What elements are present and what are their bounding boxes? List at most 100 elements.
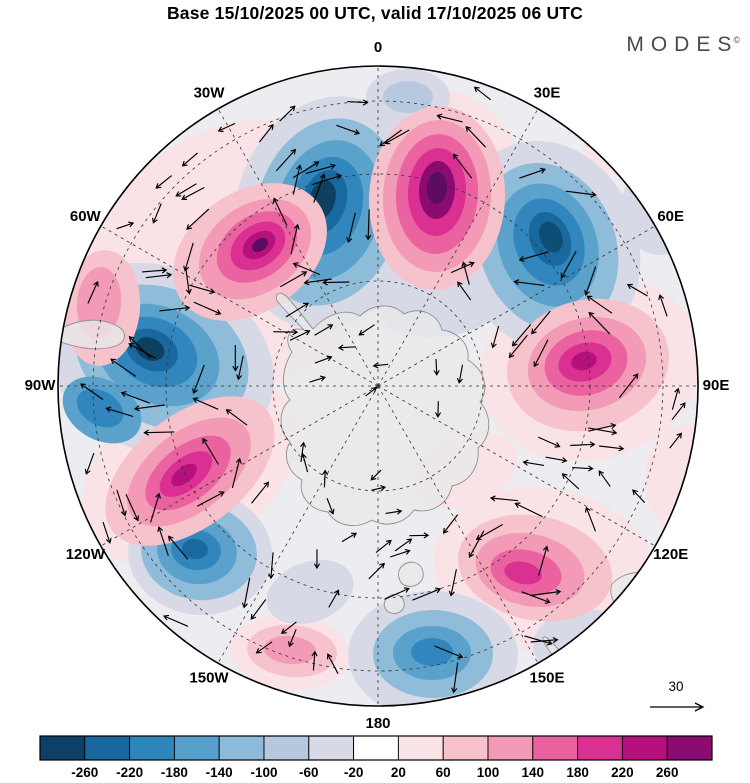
colorbar-segment xyxy=(353,735,399,761)
wind-arrow xyxy=(513,279,545,286)
wind-arrow xyxy=(155,175,173,189)
wind-arrow xyxy=(632,489,646,503)
colorbar: -260 -220 -180 -140 -100 -60 -20 20 60 100 140 180 2… xyxy=(39,735,713,780)
colorbar-tick-label: 100 xyxy=(477,765,500,780)
wind-arrow xyxy=(183,242,194,272)
wind-arrow xyxy=(217,122,236,133)
wind-arrow xyxy=(273,197,288,226)
colorbar-tick-label: 140 xyxy=(522,765,545,780)
longitude-label: 60E xyxy=(657,208,684,225)
wind-arrow xyxy=(128,343,156,359)
wind-arrow xyxy=(193,301,222,315)
wind-arrow xyxy=(434,645,464,659)
anomaly-blob xyxy=(135,337,165,361)
wind-arrow xyxy=(530,636,559,644)
colorbar-tick-label: 60 xyxy=(436,765,451,780)
colorbar-segment xyxy=(577,735,623,761)
map-field xyxy=(58,66,698,706)
meridian-line xyxy=(377,108,539,387)
wind-arrow xyxy=(322,279,350,286)
wind-arrow xyxy=(321,469,329,488)
meridian-line xyxy=(100,385,379,547)
wind-arrow xyxy=(273,329,299,336)
anomaly-blob xyxy=(539,221,563,253)
wind-arrow xyxy=(163,614,189,627)
anomaly-blob xyxy=(383,81,433,113)
wind-arrow xyxy=(159,304,191,312)
wind-arrow xyxy=(87,280,99,304)
wind-arrow xyxy=(584,506,597,532)
wind-arrow xyxy=(560,251,577,279)
wind-arrow xyxy=(157,526,169,556)
wind-arrow xyxy=(280,271,308,288)
wind-arrow xyxy=(279,105,296,122)
wind-arrow xyxy=(588,423,617,432)
wind-arrow xyxy=(125,494,140,522)
wind-arrow xyxy=(473,86,492,101)
wind-arrow xyxy=(116,221,135,230)
anomaly-blob xyxy=(266,559,354,625)
meridian-line xyxy=(100,225,379,387)
wind-arrow xyxy=(448,569,457,597)
wind-arrow xyxy=(236,355,244,381)
wind-arrow xyxy=(314,355,333,364)
wind-arrow xyxy=(384,587,410,600)
wind-arrow xyxy=(105,406,134,418)
longitude-label: 120W xyxy=(66,546,106,563)
wind-arrow xyxy=(84,452,95,475)
wind-arrow xyxy=(292,164,303,195)
wind-arrow xyxy=(202,437,219,465)
wind-arrow xyxy=(128,335,152,359)
wind-arrow xyxy=(181,186,205,201)
colorbar-tick-label: -60 xyxy=(299,765,319,780)
map-boundary xyxy=(57,65,699,707)
wind-arrow xyxy=(436,113,463,123)
colorbar-tick-label: -100 xyxy=(250,765,277,780)
anomaly-blob xyxy=(645,425,698,535)
colorbar-frame xyxy=(39,735,713,761)
wind-arrow xyxy=(150,492,161,523)
wind-arrow xyxy=(290,223,300,255)
colorbar-segment xyxy=(666,735,713,761)
wind-arrow xyxy=(412,587,442,601)
south-america-coast xyxy=(58,319,125,350)
wind-arrow xyxy=(192,397,219,410)
meridian-line xyxy=(217,108,379,387)
wind-arrow xyxy=(145,272,173,279)
modes-logo-text: MODES xyxy=(626,33,739,56)
wind-arrow xyxy=(189,284,216,295)
colorbar-segment xyxy=(308,735,355,761)
colorbar-tick-label: 220 xyxy=(611,765,634,780)
wind-arrow xyxy=(196,491,225,507)
colorbar-segment xyxy=(39,735,86,761)
wind-arrow xyxy=(626,283,648,297)
wind-arrow xyxy=(255,641,273,654)
wind-arrow xyxy=(599,445,625,452)
colorbar-segment xyxy=(532,735,579,761)
wind-arrow xyxy=(300,441,307,462)
wind-arrow xyxy=(102,521,112,544)
island-2 xyxy=(383,594,405,614)
wind-arrow xyxy=(225,409,248,426)
wind-arrow xyxy=(450,261,475,274)
colorbar-tick-label: -20 xyxy=(344,765,364,780)
wind-arrow xyxy=(79,383,104,400)
anomaly-blob xyxy=(182,538,208,560)
wind-arrow xyxy=(337,344,356,351)
wind-arrow xyxy=(584,266,597,296)
meridian-line xyxy=(377,385,539,664)
wind-arrow xyxy=(375,539,392,554)
wind-arrow xyxy=(365,209,372,241)
wind-arrow xyxy=(490,325,500,349)
longitude-label: 180 xyxy=(365,715,390,732)
colorbar-segment xyxy=(129,735,175,761)
wind-arrow xyxy=(570,441,596,448)
wind-arrow xyxy=(519,167,546,179)
longitude-label: 0 xyxy=(374,39,382,56)
modes-logo-mark: © xyxy=(733,35,740,45)
longitude-label: 120E xyxy=(653,546,688,563)
antarctica-outline xyxy=(275,292,490,527)
colorbar-tick-label: 20 xyxy=(391,765,406,780)
wind-arrow xyxy=(389,548,411,558)
